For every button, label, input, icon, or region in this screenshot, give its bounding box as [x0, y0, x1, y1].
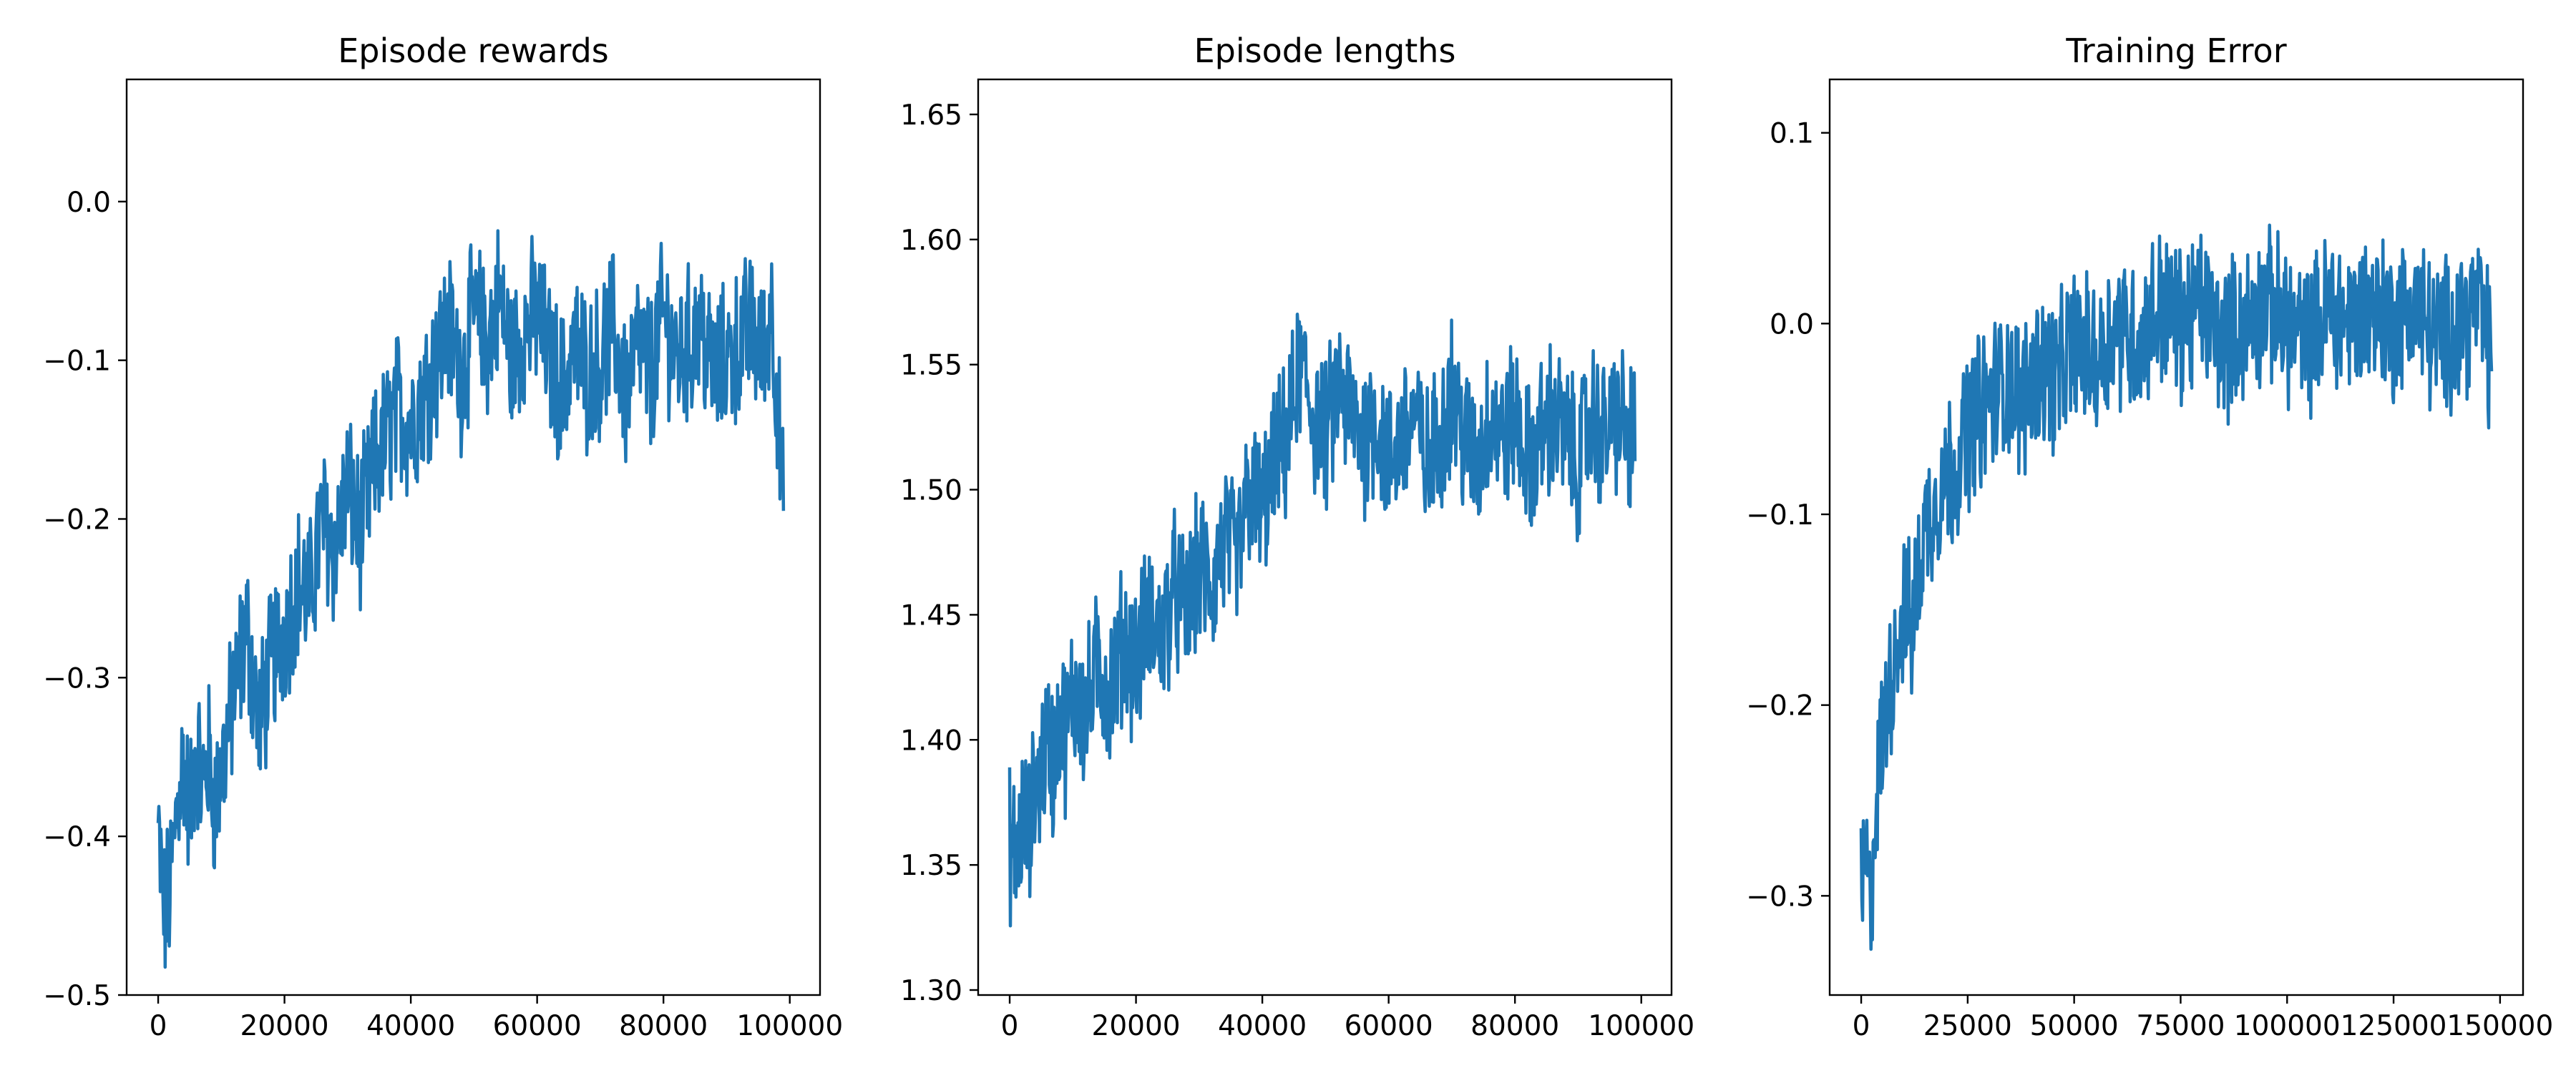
y-tick-label: −0.4	[43, 821, 111, 853]
y-tick-label: −0.5	[43, 980, 111, 1012]
x-tick-label: 20000	[1092, 1010, 1181, 1042]
x-tick-label: 40000	[1218, 1010, 1307, 1042]
x-tick-label: 100000	[2234, 1010, 2341, 1042]
series-line-1	[156, 229, 786, 969]
x-tick-label: 25000	[1923, 1010, 2012, 1042]
y-tick-label: 0.0	[67, 187, 111, 219]
y-tick-label: 1.35	[900, 850, 962, 882]
axes-frame	[977, 78, 1673, 996]
series-line-1	[1008, 313, 1637, 928]
y-tick-label: 1.65	[900, 99, 962, 132]
chart-panel-1: Episode rewards 0 20000 40000 60000 80000 1000…	[43, 31, 843, 1042]
y-tick-label: 1.45	[900, 599, 962, 632]
x-tick-label: 60000	[493, 1010, 582, 1042]
y-tick-label: 0.0	[1770, 308, 1814, 340]
x-tick-label: 0	[150, 1010, 167, 1042]
y-tick-label: −0.1	[43, 346, 111, 378]
x-tick-label: 100000	[1588, 1010, 1694, 1042]
axes-frame	[1828, 78, 2524, 996]
y-tick-label: 1.40	[900, 725, 962, 757]
x-tick-label: 40000	[366, 1010, 455, 1042]
x-tick-label: 100000	[736, 1010, 843, 1042]
x-tick-label: 20000	[240, 1010, 329, 1042]
y-tick-label: −0.3	[43, 662, 111, 695]
y-tick-label: 1.55	[900, 350, 962, 382]
x-tick-label: 125000	[2341, 1010, 2447, 1042]
x-tick-label: 0	[1853, 1010, 1870, 1042]
axes-frame	[125, 78, 821, 996]
chart-panel-2: Episode lengths 0 20000 40000 60000 80000 1000…	[900, 31, 1694, 1042]
x-tick-label: 75000	[2136, 1010, 2225, 1042]
y-tick-label: 1.30	[900, 975, 962, 1007]
y-tick-label: −0.2	[1746, 690, 1814, 722]
x-tick-label: 60000	[1345, 1010, 1433, 1042]
chart-panel-3: Training Error 0 25000 50000 75000 100000 1250…	[1746, 31, 2553, 1042]
y-tick-label: 0.1	[1770, 118, 1814, 150]
y-tick-label: 1.60	[900, 225, 962, 257]
x-tick-label: 80000	[1470, 1010, 1559, 1042]
chart-title: Episode lengths	[1194, 31, 1456, 70]
series-line-1	[1859, 223, 2494, 951]
chart-title: Episode rewards	[338, 31, 609, 70]
y-tick-label: −0.3	[1746, 881, 1814, 913]
x-tick-label: 150000	[2446, 1010, 2553, 1042]
y-tick-label: −0.1	[1746, 499, 1814, 531]
x-tick-label: 50000	[2030, 1010, 2119, 1042]
chart-title: Training Error	[2065, 31, 2286, 70]
y-tick-label: 1.50	[900, 475, 962, 507]
x-tick-label: 0	[1001, 1010, 1019, 1042]
y-tick-label: −0.2	[43, 504, 111, 536]
x-tick-label: 80000	[619, 1010, 708, 1042]
